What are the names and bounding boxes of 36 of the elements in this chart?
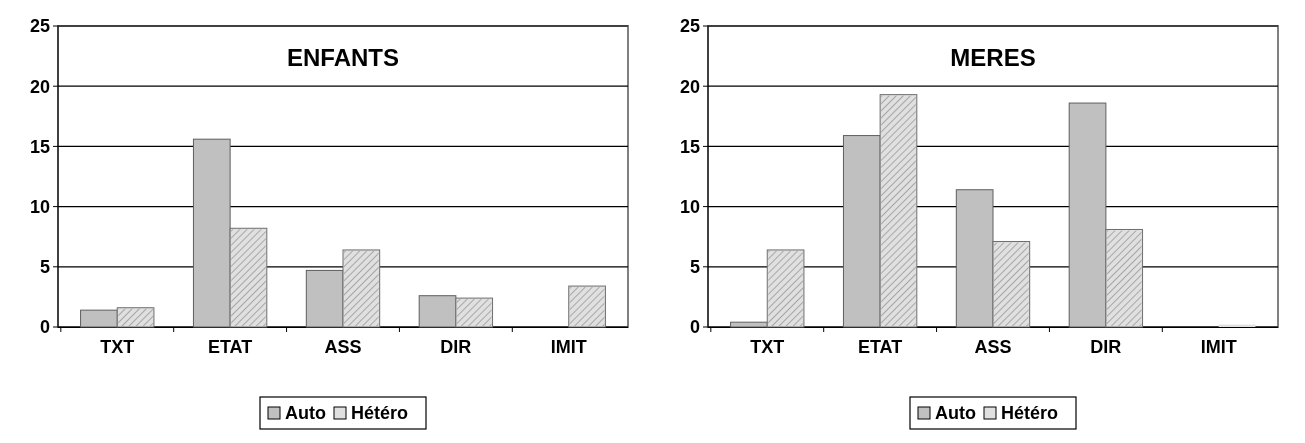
bar <box>80 309 118 328</box>
y-tick-label: 5 <box>689 257 700 278</box>
y-tick-label: 0 <box>39 317 50 338</box>
x-tick-label: DIR <box>1090 337 1122 357</box>
bar <box>1068 102 1107 328</box>
text: MERES <box>950 44 1036 71</box>
x-tick-label: IMIT <box>1200 337 1237 357</box>
y-tick-label: 20 <box>679 76 700 97</box>
x-tick-label: ETAT <box>857 337 903 357</box>
bar <box>842 135 881 328</box>
y-tick-label: 25 <box>679 16 700 37</box>
bar <box>730 321 768 328</box>
y-tick-label: 5 <box>39 257 50 278</box>
x-tick-label: ASS <box>324 337 362 357</box>
y-tick-label: 0 <box>689 317 700 338</box>
legend-label: Auto <box>935 403 976 424</box>
bar <box>955 189 994 328</box>
x-tick-label: DIR <box>440 337 472 357</box>
x-tick-label: ETAT <box>207 337 253 357</box>
y-tick-label: 15 <box>29 136 50 157</box>
x-tick-label: ASS <box>974 337 1012 357</box>
legend-label: Hétéro <box>1001 403 1059 424</box>
text: ENFANTS <box>286 44 400 71</box>
bar <box>192 138 231 328</box>
legend-label: Hétéro <box>351 403 409 424</box>
y-tick-label: 10 <box>29 196 50 217</box>
x-tick-label: TXT <box>750 337 785 357</box>
y-tick-label: 25 <box>29 16 50 37</box>
legend-label: Auto <box>285 403 326 424</box>
y-tick-label: 15 <box>679 136 700 157</box>
bar <box>418 295 457 328</box>
x-tick-label: TXT <box>100 337 135 357</box>
x-tick-label: IMIT <box>550 337 587 357</box>
bar <box>305 269 344 328</box>
y-tick-label: 20 <box>29 76 50 97</box>
y-tick-label: 10 <box>679 196 700 217</box>
